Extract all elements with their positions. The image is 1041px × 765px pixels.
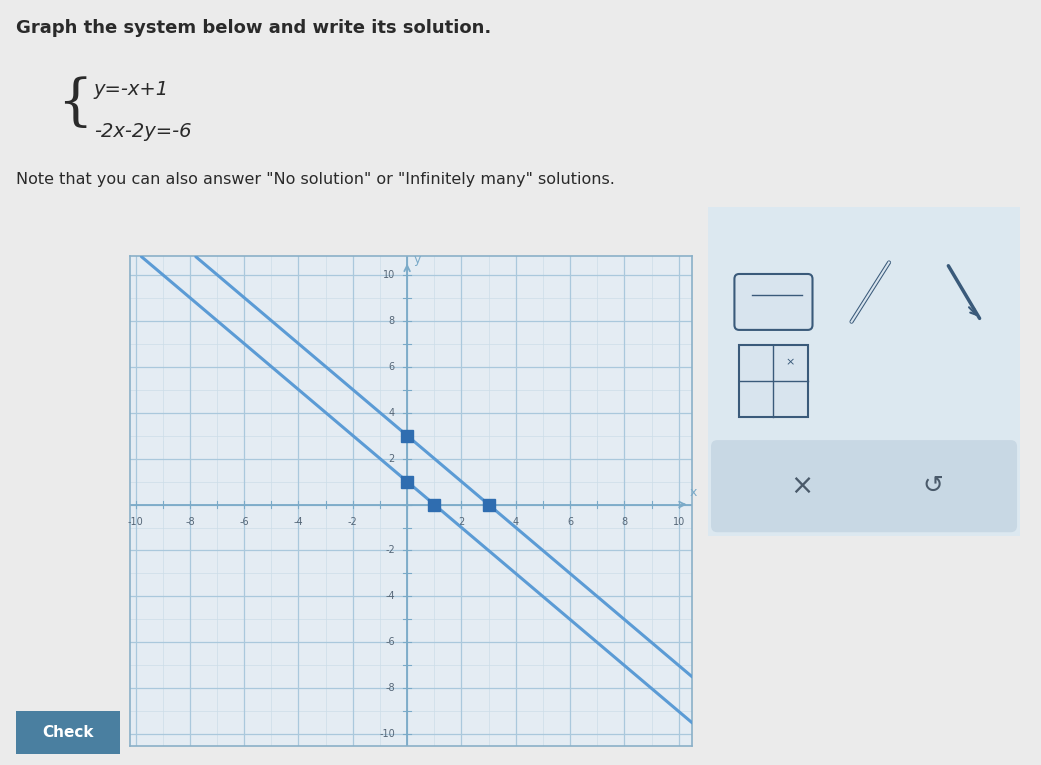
Text: -4: -4 — [294, 517, 303, 527]
FancyBboxPatch shape — [734, 274, 812, 330]
Text: 4: 4 — [512, 517, 518, 527]
Text: Graph the system below and write its solution.: Graph the system below and write its sol… — [16, 19, 491, 37]
Text: -8: -8 — [385, 683, 395, 693]
Text: y=-x+1: y=-x+1 — [94, 80, 169, 99]
Text: -6: -6 — [239, 517, 249, 527]
Text: -2: -2 — [385, 545, 395, 555]
Text: 10: 10 — [383, 270, 395, 280]
Text: 8: 8 — [621, 517, 628, 527]
Text: 8: 8 — [388, 316, 395, 326]
Text: 2: 2 — [388, 454, 395, 464]
FancyBboxPatch shape — [739, 345, 808, 417]
Text: ×: × — [786, 358, 795, 368]
Text: ×: × — [790, 472, 813, 500]
Text: -6: -6 — [385, 637, 395, 647]
Text: -2x-2y=-6: -2x-2y=-6 — [94, 122, 192, 142]
Text: 6: 6 — [388, 362, 395, 372]
Text: x: x — [690, 486, 697, 499]
FancyBboxPatch shape — [695, 194, 1033, 549]
Text: Note that you can also answer "No solution" or "Infinitely many" solutions.: Note that you can also answer "No soluti… — [16, 172, 614, 187]
Text: -2: -2 — [348, 517, 358, 527]
Text: -10: -10 — [128, 517, 144, 527]
Text: Check: Check — [42, 725, 94, 740]
Text: 4: 4 — [388, 408, 395, 418]
Text: -4: -4 — [385, 591, 395, 601]
Text: -8: -8 — [185, 517, 195, 527]
Text: -10: -10 — [379, 729, 395, 740]
Text: ↺: ↺ — [922, 474, 943, 498]
Text: 2: 2 — [458, 517, 464, 527]
Text: 10: 10 — [672, 517, 685, 527]
FancyBboxPatch shape — [711, 440, 1017, 532]
FancyBboxPatch shape — [7, 708, 128, 757]
Text: 6: 6 — [567, 517, 574, 527]
Text: y: y — [414, 253, 422, 266]
Text: {: { — [57, 76, 93, 131]
